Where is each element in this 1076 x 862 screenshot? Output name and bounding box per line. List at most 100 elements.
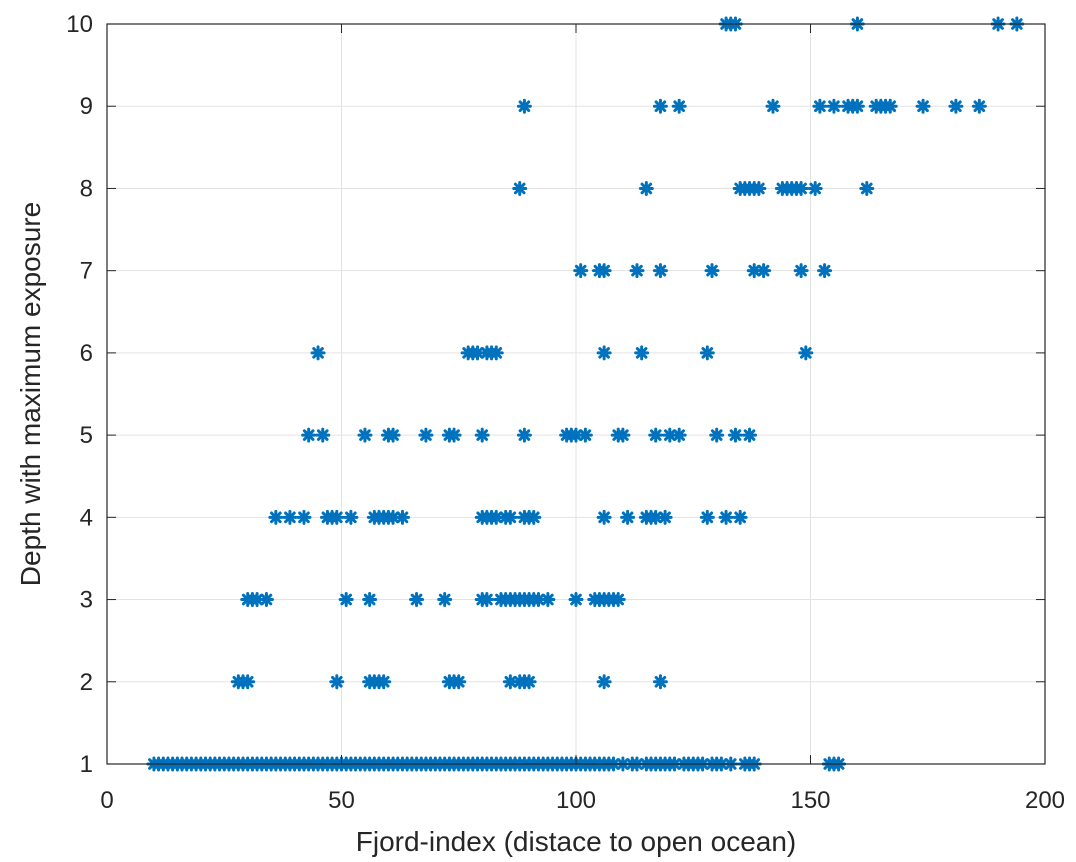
data-point [699,345,715,361]
data-point [793,180,809,196]
data-point [657,509,673,525]
data-point [512,180,528,196]
y-tick-label: 3 [80,587,93,614]
data-point [704,263,720,279]
data-point [516,98,532,114]
data-point [638,180,654,196]
data-point [474,427,490,443]
data-point [826,98,842,114]
data-point [394,509,410,525]
data-point [596,345,612,361]
y-tick-label: 10 [66,11,93,38]
y-tick-label: 1 [80,751,93,778]
data-point [634,345,650,361]
data-point [240,674,256,690]
data-point [671,427,687,443]
data-point [301,427,317,443]
data-point [718,509,734,525]
data-point [751,180,767,196]
data-point [540,592,556,608]
data-point [629,263,645,279]
y-tick-label: 8 [80,175,93,202]
y-tick-label: 9 [80,93,93,120]
data-point [362,592,378,608]
y-tick-label: 4 [80,504,93,531]
data-point [882,98,898,114]
data-point [343,509,359,525]
data-point [338,592,354,608]
y-tick-label: 6 [80,340,93,367]
data-point [765,98,781,114]
data-point [526,509,542,525]
data-point [817,263,833,279]
data-point [699,509,715,525]
y-tick-label: 7 [80,258,93,285]
data-point [376,674,392,690]
data-point [437,592,453,608]
data-point [615,427,631,443]
data-point [648,427,664,443]
data-point [385,427,401,443]
data-point [596,509,612,525]
data-point [249,592,265,608]
data-point [573,263,589,279]
data-point [418,427,434,443]
data-point [310,345,326,361]
data-point [849,98,865,114]
data-point [488,345,504,361]
x-axis-label: Fjord-index (distace to open ocean) [356,826,796,857]
x-tick-label: 100 [556,787,596,814]
data-point [329,509,345,525]
data-point [652,263,668,279]
y-axis-ticks: 1 2 3 4 5 6 7 8 9 10 [66,11,1045,778]
data-point [798,345,814,361]
x-axis-ticks: 0 50 100 150 200 [100,24,1065,814]
data-point [329,674,345,690]
x-tick-label: 0 [100,787,113,814]
data-point [577,427,593,443]
x-tick-label: 50 [328,787,355,814]
data-point [756,263,772,279]
data-point [296,509,312,525]
data-point [746,263,762,279]
data-point [451,674,467,690]
data-point [652,98,668,114]
data-point [502,509,518,525]
data-point [727,427,743,443]
data-point [742,427,758,443]
data-point [258,592,274,608]
data-point [596,263,612,279]
x-tick-label: 150 [790,787,830,814]
data-point [268,509,284,525]
data-point [357,427,373,443]
data-point [732,509,748,525]
data-point [971,98,987,114]
data-point [671,98,687,114]
data-point [409,592,425,608]
data-point [793,263,809,279]
data-point [948,98,964,114]
data-point [915,98,931,114]
data-point [610,592,626,608]
data-points [146,16,1025,772]
data-point [446,427,462,443]
data-point [568,592,584,608]
data-point [859,180,875,196]
x-tick-label: 200 [1025,787,1065,814]
data-point [596,674,612,690]
y-tick-label: 2 [80,669,93,696]
data-point [530,592,546,608]
data-point [315,427,331,443]
data-point [282,509,298,525]
data-point [620,509,636,525]
data-point [807,180,823,196]
data-point [479,592,495,608]
y-axis-label: Depth with maximum exposure [15,202,46,586]
y-tick-label: 5 [80,422,93,449]
data-point [521,674,537,690]
data-point [502,674,518,690]
data-point [516,427,532,443]
data-point [812,98,828,114]
data-point [709,427,725,443]
